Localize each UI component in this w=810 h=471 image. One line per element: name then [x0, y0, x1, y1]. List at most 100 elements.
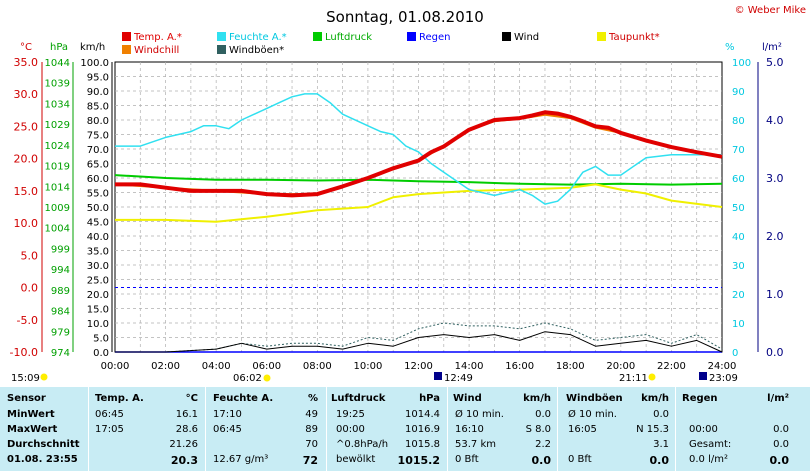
pressure-tick-label: 1009: [45, 203, 70, 214]
table-cell: Gesamt:: [689, 439, 732, 450]
table-cell: 0 Bft: [455, 454, 479, 465]
table-header: Luftdruck: [331, 393, 386, 404]
table-cell: 1015.8: [405, 439, 440, 450]
table-divider: [205, 387, 206, 471]
pressure-tick-label: 1034: [45, 99, 70, 110]
humidity-unit-label: %: [725, 42, 735, 53]
table-cell: 17:10: [213, 409, 242, 420]
temp-tick-label: -5.0: [17, 314, 38, 327]
x-tick-label: 20:00: [606, 361, 635, 372]
x-tick-label: 18:00: [556, 361, 585, 372]
humidity-tick-label: 0: [732, 348, 738, 359]
moon-icon: [434, 372, 442, 380]
legend-label: Feuchte A.*: [229, 32, 287, 43]
x-tick-label: 10:00: [354, 361, 383, 372]
x-tick-label: 16:00: [505, 361, 534, 372]
rain-tick-label: 0.0: [766, 346, 784, 359]
rain-tick-label: 1.0: [766, 288, 784, 301]
legend-label: Windchill: [134, 45, 179, 56]
axes: °C hPa km/h% l/m² 35.0 30.0 25.0 20.0 15.0 10.0 5.…: [10, 42, 784, 372]
wind-tick-label: 65.0: [87, 160, 109, 171]
table-header: Temp. A.: [95, 393, 144, 404]
table-header: l/m²: [767, 393, 789, 404]
table-divider: [326, 387, 327, 471]
table-header: %: [307, 393, 318, 404]
wind-tick-label: 85.0: [87, 102, 109, 113]
table-cell: 2.2: [535, 439, 551, 450]
table-cell: 00:00: [689, 424, 718, 435]
pressure-tick-label: 1004: [45, 224, 70, 235]
table-row-label: MinWert: [7, 409, 55, 420]
wind-tick-label: 80.0: [87, 116, 109, 127]
table-cell: 17:05: [95, 424, 124, 435]
pressure-tick-label: 1044: [45, 58, 70, 69]
table-cell: 0.0: [649, 454, 670, 467]
table-cell: N 15.3: [636, 424, 669, 435]
table-cell: 1016.9: [405, 424, 440, 435]
table-cell: 0.0 l/m²: [689, 454, 728, 465]
wind-tick-label: 20.0: [87, 290, 109, 301]
table-header: °C: [185, 393, 198, 404]
table-cell: 19:25: [336, 409, 365, 420]
table-divider: [675, 387, 676, 471]
pressure-tick-label: 984: [51, 307, 70, 318]
table-cell: 06:45: [95, 409, 124, 420]
legend-swatch: [122, 32, 131, 41]
table-divider: [88, 387, 89, 471]
wind-tick-label: 75.0: [87, 131, 109, 142]
humidity-tick-label: 60: [732, 174, 745, 185]
legend-swatch: [597, 32, 606, 41]
pressure-tick-label: 1019: [45, 162, 70, 173]
table-cell: 12.67 g/m³: [213, 454, 269, 465]
legend-label: Temp. A.*: [133, 32, 182, 43]
pressure-tick-label: 1014: [45, 182, 70, 193]
table-cell: 0.0: [773, 439, 789, 450]
sun-icon: [263, 374, 271, 382]
x-tick-label: 22:00: [657, 361, 686, 372]
table-cell: 0.0: [769, 454, 790, 467]
table-header: Windböen: [566, 393, 623, 404]
table-divider: [557, 387, 558, 471]
humidity-tick-label: 80: [732, 116, 745, 127]
table-header: Regen: [682, 393, 718, 404]
rain-tick-label: 3.0: [766, 172, 784, 185]
moonset-time: 23:09: [709, 373, 738, 384]
humidity-tick-label: 30: [732, 261, 745, 272]
humidity-tick-label: 40: [732, 232, 745, 243]
table-header: Sensor: [7, 393, 46, 404]
table-cell: 21.26: [169, 439, 198, 450]
table-header: hPa: [419, 393, 440, 404]
table-cell: 28.6: [175, 424, 198, 435]
legend-swatch: [407, 32, 416, 41]
table-cell: 0.0: [531, 454, 552, 467]
rain-unit-label: l/m²: [762, 42, 782, 53]
wind-tick-label: 60.0: [87, 174, 109, 185]
summary-table: Sensor Temp. A. °C Feuchte A.% Luftdruck hPa W…: [0, 387, 810, 471]
table-cell: 89: [305, 424, 318, 435]
table-cell: 0.0: [773, 424, 789, 435]
table-divider: [447, 387, 448, 471]
table-cell: S 8.0: [525, 424, 551, 435]
pressure-tick-label: 1029: [45, 120, 70, 131]
wind-tick-label: 10.0: [87, 319, 109, 330]
table-header: km/h: [523, 393, 551, 404]
table-cell: 06:45: [213, 424, 242, 435]
wind-tick-label: 5.0: [93, 334, 109, 345]
wind-tick-label: 70.0: [87, 145, 109, 156]
x-tick-label: 04:00: [202, 361, 231, 372]
rain-tick-label: 2.0: [766, 230, 784, 243]
legend-label: Wind: [514, 32, 539, 43]
sunset-time: 21:11: [619, 373, 648, 384]
wind-tick-label: 0.0: [93, 348, 109, 359]
legend-swatch: [217, 32, 226, 41]
series-line-luftdruck: [114, 174, 723, 186]
table-row-label: MaxWert: [7, 424, 58, 435]
pressure-unit-label: hPa: [50, 42, 68, 53]
humidity-tick-label: 100: [732, 58, 751, 69]
x-tick-label: 08:00: [303, 361, 332, 372]
legend-label: Regen: [419, 32, 451, 43]
table-cell: 70: [305, 439, 318, 450]
series-line-tempa: [115, 110, 723, 198]
table-cell: 0 Bft: [568, 454, 592, 465]
legend-label: Windböen*: [229, 45, 284, 56]
